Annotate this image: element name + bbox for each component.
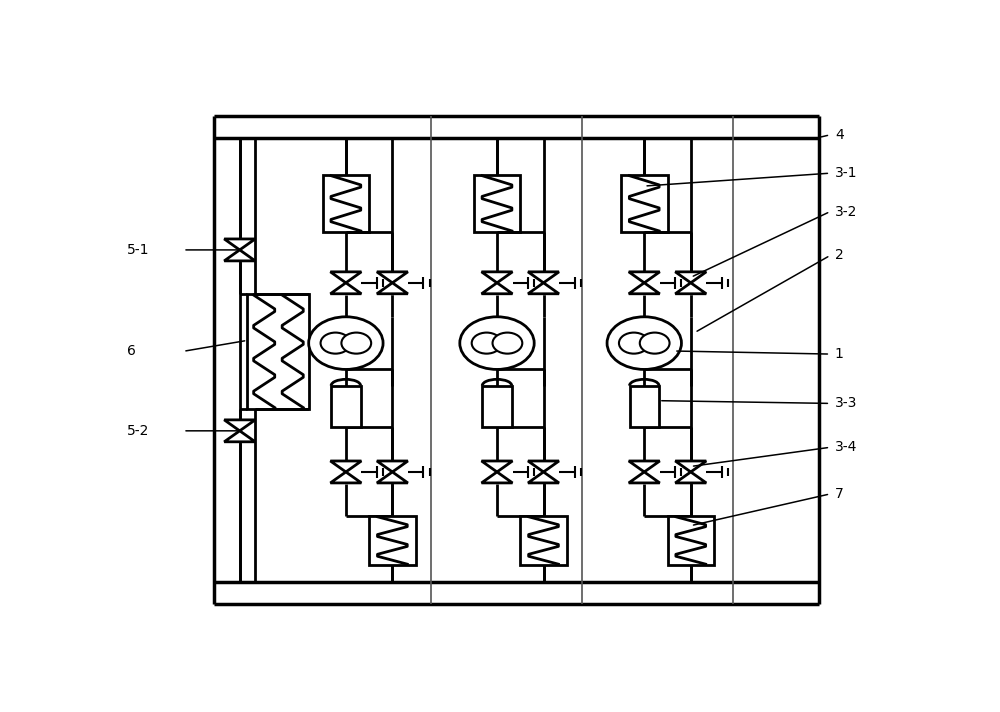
Text: 7: 7 bbox=[835, 487, 844, 501]
Circle shape bbox=[619, 333, 649, 354]
Circle shape bbox=[460, 317, 534, 370]
Polygon shape bbox=[330, 283, 361, 294]
Text: 5-1: 5-1 bbox=[127, 243, 150, 257]
Polygon shape bbox=[377, 272, 408, 283]
Polygon shape bbox=[377, 283, 408, 294]
Bar bbox=[621, 174, 668, 232]
Circle shape bbox=[472, 333, 501, 354]
Text: 3-3: 3-3 bbox=[835, 397, 857, 410]
Text: 5-2: 5-2 bbox=[127, 424, 150, 438]
Polygon shape bbox=[629, 272, 660, 283]
Polygon shape bbox=[528, 272, 559, 283]
Polygon shape bbox=[224, 431, 255, 441]
Polygon shape bbox=[377, 472, 408, 483]
Polygon shape bbox=[629, 283, 660, 294]
Bar bbox=[482, 386, 512, 426]
Polygon shape bbox=[330, 461, 361, 472]
Text: 4: 4 bbox=[835, 127, 844, 142]
Bar bbox=[331, 386, 361, 426]
Polygon shape bbox=[224, 239, 255, 250]
Polygon shape bbox=[675, 461, 706, 472]
Bar bbox=[520, 515, 567, 565]
Polygon shape bbox=[675, 472, 706, 483]
Bar bbox=[247, 294, 309, 409]
Polygon shape bbox=[629, 461, 660, 472]
Circle shape bbox=[341, 333, 371, 354]
Text: 3-1: 3-1 bbox=[835, 166, 857, 180]
Polygon shape bbox=[528, 472, 559, 483]
Bar bbox=[369, 515, 416, 565]
Circle shape bbox=[321, 333, 350, 354]
Polygon shape bbox=[528, 461, 559, 472]
Text: 1: 1 bbox=[835, 347, 844, 361]
Polygon shape bbox=[482, 461, 512, 472]
Circle shape bbox=[640, 333, 670, 354]
Polygon shape bbox=[675, 272, 706, 283]
Polygon shape bbox=[629, 472, 660, 483]
Text: 2: 2 bbox=[835, 248, 844, 263]
Bar bbox=[474, 174, 520, 232]
Bar bbox=[630, 386, 659, 426]
Circle shape bbox=[493, 333, 522, 354]
Polygon shape bbox=[675, 283, 706, 294]
Text: 3-2: 3-2 bbox=[835, 204, 857, 219]
Circle shape bbox=[607, 317, 681, 370]
Polygon shape bbox=[482, 283, 512, 294]
Polygon shape bbox=[482, 272, 512, 283]
Bar bbox=[323, 174, 369, 232]
Polygon shape bbox=[330, 472, 361, 483]
Text: 6: 6 bbox=[127, 345, 136, 358]
Polygon shape bbox=[224, 250, 255, 261]
Text: 3-4: 3-4 bbox=[835, 440, 857, 454]
Circle shape bbox=[309, 317, 383, 370]
Polygon shape bbox=[482, 472, 512, 483]
Polygon shape bbox=[377, 461, 408, 472]
Polygon shape bbox=[330, 272, 361, 283]
Polygon shape bbox=[528, 283, 559, 294]
Bar bbox=[668, 515, 714, 565]
Polygon shape bbox=[224, 420, 255, 431]
